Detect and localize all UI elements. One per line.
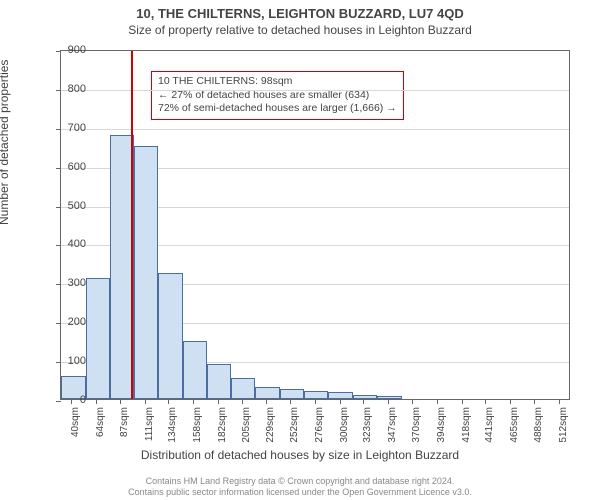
histogram-bar <box>280 389 304 399</box>
x-tick-mark <box>340 399 341 404</box>
x-tick-mark <box>193 399 194 404</box>
x-tick-mark <box>363 399 364 404</box>
histogram-bar <box>134 146 158 399</box>
x-tick-label: 205sqm <box>241 407 252 447</box>
x-tick-label: 370sqm <box>411 407 422 447</box>
x-tick-label: 323sqm <box>362 407 373 447</box>
x-tick-label: 488sqm <box>533 407 544 447</box>
histogram-bar <box>158 273 183 399</box>
x-tick-label: 512sqm <box>558 407 569 447</box>
x-tick-mark <box>218 399 219 404</box>
x-tick-label: 182sqm <box>217 407 228 447</box>
histogram-bar <box>231 378 255 399</box>
x-tick-mark <box>412 399 413 404</box>
annotation-line-1: 10 THE CHILTERNS: 98sqm <box>158 75 397 89</box>
chart-title: 10, THE CHILTERNS, LEIGHTON BUZZARD, LU7… <box>0 0 600 21</box>
y-tick-label: 200 <box>46 316 86 328</box>
footer-line-1: Contains HM Land Registry data © Crown c… <box>0 476 600 487</box>
x-tick-mark <box>145 399 146 404</box>
x-tick-mark <box>96 399 97 404</box>
x-tick-mark <box>559 399 560 404</box>
y-tick-label: 800 <box>46 83 86 95</box>
gridline <box>61 90 569 91</box>
x-tick-mark <box>437 399 438 404</box>
footer-line-2: Contains public sector information licen… <box>0 487 600 498</box>
x-tick-mark <box>168 399 169 404</box>
x-tick-mark <box>290 399 291 404</box>
histogram-bar <box>377 396 402 399</box>
y-tick-label: 400 <box>46 238 86 250</box>
x-tick-mark <box>315 399 316 404</box>
x-tick-label: 300sqm <box>339 407 350 447</box>
histogram-bar <box>353 395 377 399</box>
x-tick-label: 394sqm <box>436 407 447 447</box>
histogram-bar <box>86 278 110 399</box>
x-tick-label: 276sqm <box>314 407 325 447</box>
x-tick-label: 347sqm <box>387 407 398 447</box>
y-tick-label: 0 <box>46 394 86 406</box>
chart-container: 10, THE CHILTERNS, LEIGHTON BUZZARD, LU7… <box>0 0 600 500</box>
x-tick-mark <box>388 399 389 404</box>
y-tick-label: 500 <box>46 200 86 212</box>
x-tick-mark <box>485 399 486 404</box>
x-tick-mark <box>510 399 511 404</box>
y-tick-label: 100 <box>46 355 86 367</box>
x-tick-label: 465sqm <box>509 407 520 447</box>
x-tick-mark <box>462 399 463 404</box>
histogram-bar <box>255 387 280 399</box>
x-tick-mark <box>242 399 243 404</box>
y-tick-label: 700 <box>46 122 86 134</box>
annotation-box: 10 THE CHILTERNS: 98sqm ← 27% of detache… <box>151 71 404 120</box>
histogram-bar <box>207 364 232 399</box>
x-tick-label: 134sqm <box>167 407 178 447</box>
x-tick-label: 64sqm <box>95 407 106 447</box>
x-tick-label: 40sqm <box>70 407 81 447</box>
footer-attribution: Contains HM Land Registry data © Crown c… <box>0 476 600 499</box>
gridline <box>61 129 569 130</box>
histogram-bar <box>328 392 353 399</box>
x-tick-mark <box>534 399 535 404</box>
x-tick-mark <box>120 399 121 404</box>
chart-subtitle: Size of property relative to detached ho… <box>0 21 600 37</box>
x-tick-mark <box>266 399 267 404</box>
x-tick-label: 441sqm <box>484 407 495 447</box>
y-tick-label: 900 <box>46 44 86 56</box>
y-tick-label: 300 <box>46 277 86 289</box>
histogram-bar <box>183 341 207 399</box>
x-tick-label: 229sqm <box>265 407 276 447</box>
x-tick-label: 418sqm <box>461 407 472 447</box>
plot-area: 10 THE CHILTERNS: 98sqm ← 27% of detache… <box>60 50 570 400</box>
x-tick-label: 158sqm <box>192 407 203 447</box>
x-axis-label: Distribution of detached houses by size … <box>0 448 600 462</box>
x-tick-label: 111sqm <box>144 407 155 447</box>
x-tick-label: 252sqm <box>289 407 300 447</box>
annotation-line-3: 72% of semi-detached houses are larger (… <box>158 102 397 116</box>
marker-line <box>131 51 133 399</box>
y-tick-label: 600 <box>46 161 86 173</box>
histogram-bar <box>304 391 329 399</box>
x-tick-label: 87sqm <box>119 407 130 447</box>
y-axis-label: Number of detached properties <box>0 60 11 225</box>
